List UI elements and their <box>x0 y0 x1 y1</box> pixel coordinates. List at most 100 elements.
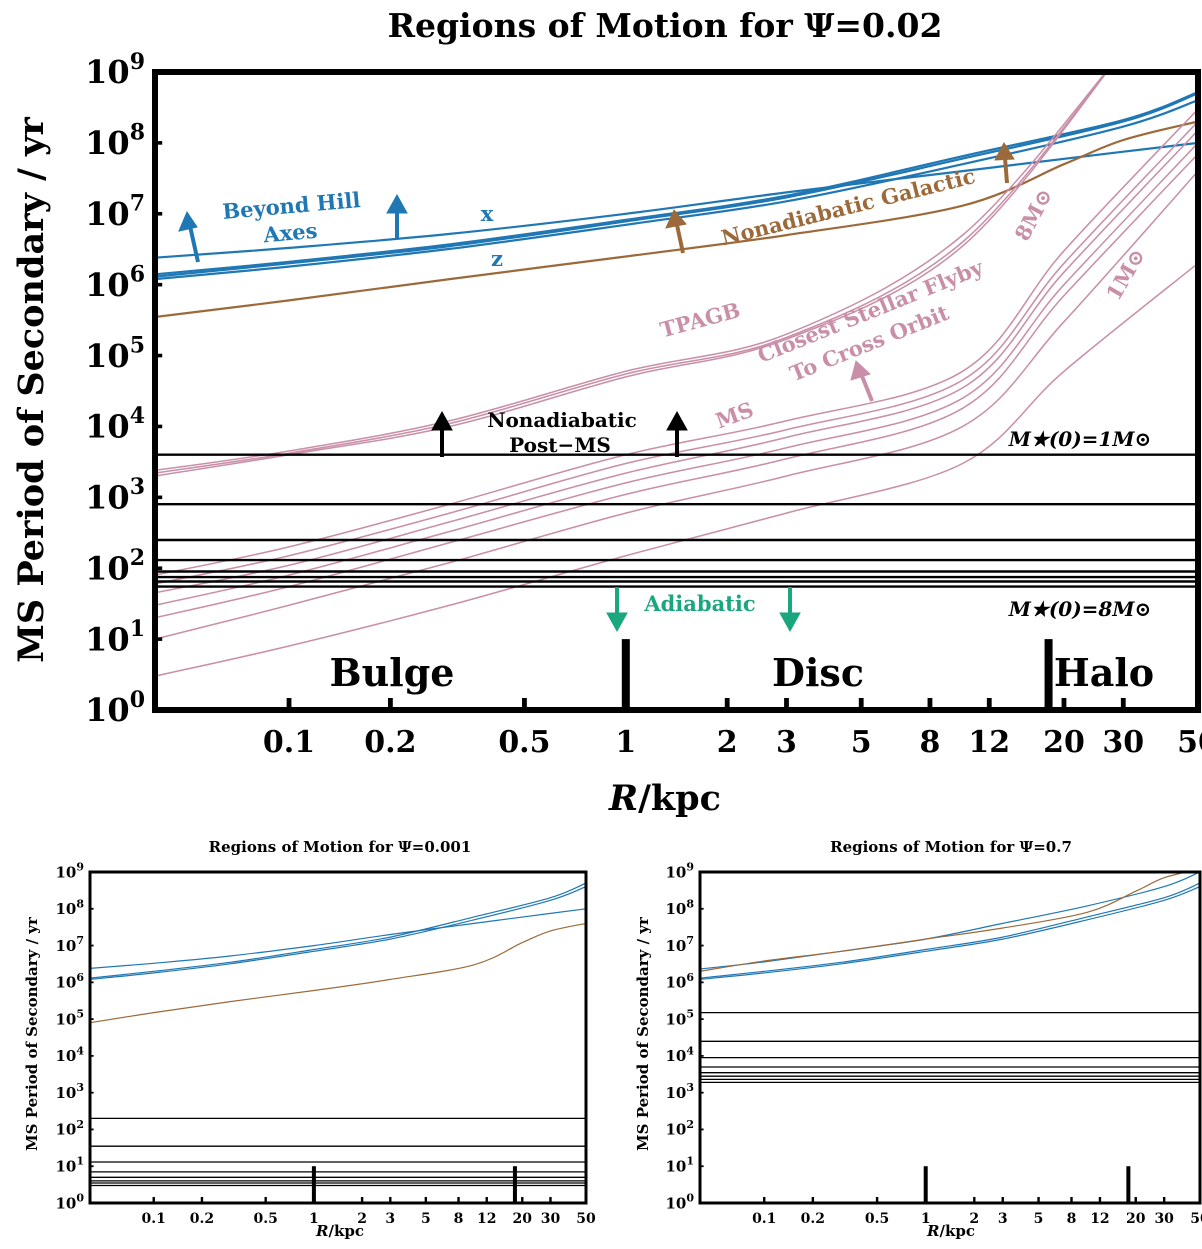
main-ytick-base-6: 10 <box>85 266 130 304</box>
small-right-xtick-label-5: 3 <box>998 1211 1008 1227</box>
main-region-boundary-bar-0 <box>621 639 630 710</box>
small-right-series-hill-line-2 <box>700 882 1200 979</box>
main-ytick-base-1: 10 <box>85 620 130 658</box>
main-ytick-exponent-6: 6 <box>130 261 145 287</box>
small-right-ytick-base-4: 10 <box>665 1047 686 1065</box>
main-series-hill-line-3 <box>155 91 1198 276</box>
small-left-ytick-label-7: 107 <box>55 934 84 955</box>
main-series-stellar-line-10 <box>155 129 1198 594</box>
annotation-adiabatic: Adiabatic <box>643 591 755 616</box>
main-ytick-base-7: 10 <box>85 195 130 233</box>
small-left-ytick-base-2: 10 <box>55 1121 76 1139</box>
small-right-ytick-label-0: 100 <box>665 1192 694 1213</box>
small-left-xtick-label-1: 0.2 <box>190 1211 214 1227</box>
right-xlabel-r: R <box>926 1222 939 1240</box>
main-xtick-label-4: 2 <box>717 725 738 760</box>
small-left-ytick-exponent-0: 0 <box>76 1192 84 1205</box>
main-xtick-label-11: 50 <box>1177 725 1202 760</box>
small-left-ytick-exponent-9: 9 <box>76 861 84 874</box>
small-left-ytick-base-9: 10 <box>55 863 76 881</box>
annotation-nonadiabatic: Nonadiabatic <box>487 408 637 432</box>
main-series-hill-line-1 <box>155 99 1198 281</box>
main-xtick-label-6: 5 <box>851 725 872 760</box>
main-ytick-label-4: 104 <box>85 403 145 445</box>
main-xtick-label-8: 12 <box>968 725 1010 760</box>
main-ytick-label-0: 100 <box>85 687 145 729</box>
annotation-z: z <box>491 246 503 271</box>
main-series-stellar-line-11 <box>155 142 1198 607</box>
small-right-ytick-base-7: 10 <box>665 937 686 955</box>
small-left-ytick-exponent-6: 6 <box>76 971 84 984</box>
annotation-mstar-8: M★(0)=8M⊙ <box>1008 597 1151 621</box>
small-left-ytick-label-3: 103 <box>55 1081 84 1102</box>
small-right-ytick-exponent-7: 7 <box>686 934 694 947</box>
main-ytick-base-2: 10 <box>85 549 130 587</box>
small-left-series-galactic-line-3 <box>90 922 586 1024</box>
small-right-xtick-label-6: 5 <box>1034 1211 1044 1227</box>
small-right-xtick-label-0: 0.1 <box>752 1211 776 1227</box>
main-ytick-exponent-8: 8 <box>130 120 145 146</box>
left-title: Regions of Motion for Ψ=0.001 <box>209 838 472 856</box>
small-right-ytick-exponent-3: 3 <box>686 1081 694 1094</box>
annotation-post-ms: Post−MS <box>509 433 611 457</box>
left-panel: 0.1 0.2 0.5 1 2 3 5 8 12 20 30 50100101102103104105… <box>55 861 596 1228</box>
main-xtick-label-5: 3 <box>776 725 797 760</box>
region-disc: Disc <box>772 650 864 695</box>
main-ytick-exponent-5: 5 <box>130 332 145 358</box>
small-right-ytick-base-3: 10 <box>665 1084 686 1102</box>
main-xlabel: R/kpc <box>608 778 721 819</box>
main-xtick-label-0: 0.1 <box>263 725 315 760</box>
small-right-xtick-label-8: 12 <box>1090 1211 1109 1227</box>
right-title: Regions of Motion for Ψ=0.7 <box>830 838 1072 856</box>
arrow-down-adiabatic-2 <box>779 587 801 633</box>
left-xlabel: R/kpc <box>315 1222 364 1240</box>
main-panel: 0.10.20.51235812203050100101102103104105… <box>85 49 1202 760</box>
annotation-mstar-1: M★(0)=1M⊙ <box>1008 427 1151 451</box>
small-left-ytick-base-1: 10 <box>55 1157 76 1175</box>
main-ytick-label-5: 105 <box>85 332 145 374</box>
small-left-region-boundary-bar-0 <box>311 1166 316 1203</box>
main-xlabel-unit: /kpc <box>638 778 721 819</box>
small-right-ytick-label-5: 105 <box>665 1008 694 1029</box>
small-right-ytick-base-1: 10 <box>665 1157 686 1175</box>
annotation-axes: Axes <box>261 218 318 248</box>
main-region-boundary-bar-1 <box>1044 639 1053 710</box>
annotation-ms: MS <box>712 397 757 434</box>
main-series-galactic-line-4 <box>155 120 1198 319</box>
main-series-stellar-line-14 <box>155 262 1198 677</box>
small-right-ytick-base-5: 10 <box>665 1010 686 1028</box>
annotation-8msun: 8M⊙ <box>1009 184 1057 245</box>
main-xtick-label-7: 8 <box>920 725 941 760</box>
left-ylabel: MS Period of Secondary / yr <box>23 916 41 1151</box>
small-left-xtick-label-7: 8 <box>454 1211 464 1227</box>
main-plot-frame <box>152 69 1201 713</box>
main-ytick-exponent-0: 0 <box>130 687 145 713</box>
main-arrows <box>178 141 1015 633</box>
small-left-xtick-label-11: 50 <box>576 1211 596 1227</box>
small-left-xtick-label-10: 30 <box>541 1211 561 1227</box>
main-ytick-label-2: 102 <box>85 545 145 587</box>
small-right-ytick-label-6: 106 <box>665 971 694 992</box>
small-left-xtick-label-9: 20 <box>513 1211 533 1227</box>
small-left-ytick-base-6: 10 <box>55 974 76 992</box>
main-xlabel-r: R <box>608 778 638 819</box>
small-left-ytick-exponent-4: 4 <box>76 1044 84 1057</box>
small-left-xtick-label-8: 12 <box>477 1211 496 1227</box>
main-ytick-base-5: 10 <box>85 337 130 375</box>
small-right-ytick-label-7: 107 <box>665 934 694 955</box>
annotation-tpagb: TPAGB <box>657 297 743 342</box>
small-right-ytick-label-3: 103 <box>665 1081 694 1102</box>
main-ytick-base-0: 10 <box>85 691 130 729</box>
small-right-xtick-label-10: 30 <box>1154 1211 1174 1227</box>
small-right-ytick-base-6: 10 <box>665 974 686 992</box>
main-xtick-label-3: 1 <box>615 725 636 760</box>
main-series-hill-line-0 <box>155 141 1198 259</box>
small-right-xtick-label-3: 1 <box>921 1211 931 1227</box>
main-xtick-label-10: 30 <box>1102 725 1144 760</box>
main-ytick-exponent-9: 9 <box>130 49 145 75</box>
small-left-ytick-label-9: 109 <box>55 861 84 882</box>
small-right-ytick-label-2: 102 <box>665 1118 694 1139</box>
main-series-stellar-line-8 <box>155 108 1198 576</box>
small-left-ytick-base-0: 10 <box>55 1194 76 1212</box>
